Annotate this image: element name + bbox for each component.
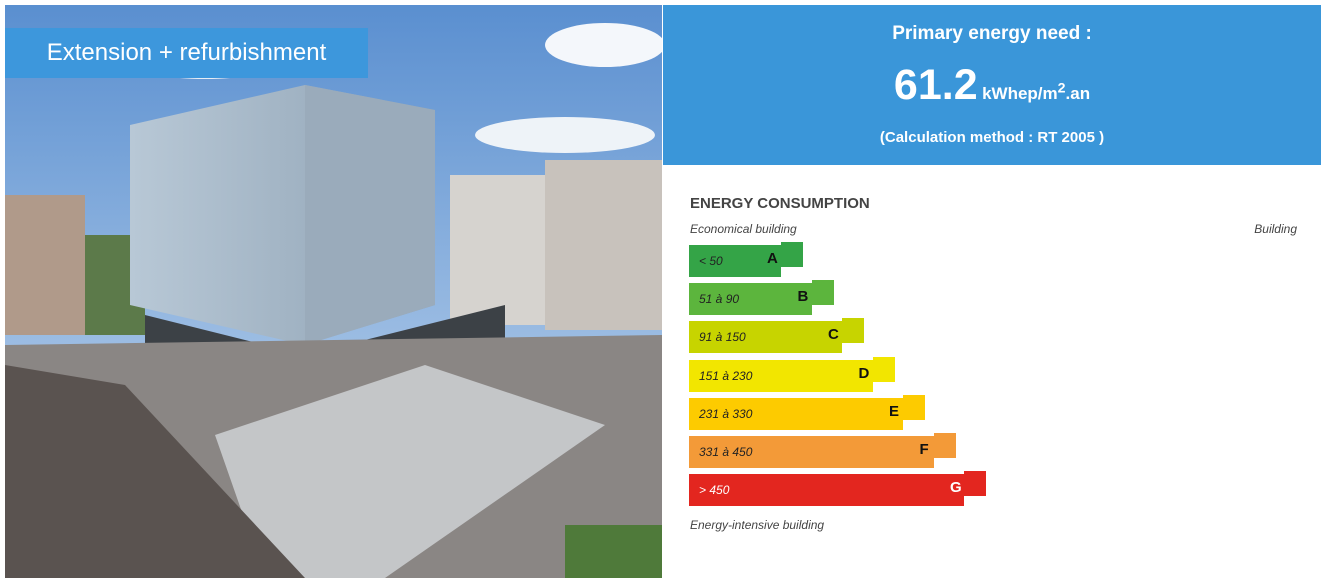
economical-label: Economical building [690, 222, 797, 236]
energy-class-bar: < 50 A [689, 245, 781, 277]
energy-class-bar: > 450 G [689, 474, 964, 506]
energy-need-value: 61.2 [894, 61, 978, 109]
energy-class-bar: 231 à 330 E [689, 398, 903, 430]
page: Extension + refurbishment Primary energy… [0, 0, 1321, 578]
unit-tail: .an [1066, 84, 1091, 103]
class-range: 51 à 90 [699, 292, 739, 306]
bar-tip [812, 280, 834, 305]
class-letter: C [828, 326, 839, 343]
class-range: < 50 [699, 254, 723, 268]
unit-sup: 2 [1058, 80, 1066, 96]
class-range: 231 à 330 [699, 407, 752, 421]
bar-tip [873, 357, 895, 382]
class-letter: A [767, 250, 778, 267]
unit-base: kWhep/m [982, 84, 1058, 103]
intensive-label: Energy-intensive building [690, 518, 824, 532]
bar-tip [903, 395, 925, 420]
energy-class-bar: 331 à 450 F [689, 436, 934, 468]
building-photo [5, 5, 662, 578]
energy-class-bar: 151 à 230 D [689, 360, 873, 392]
energy-class-bar: 51 à 90 B [689, 283, 812, 315]
energy-need-value-row: 61.2 kWhep/m2.an [663, 61, 1321, 110]
energy-class-bar: 91 à 150 C [689, 321, 842, 353]
bar-tip [781, 242, 803, 267]
bar-tip [842, 318, 864, 343]
energy-need-title: Primary energy need : [663, 23, 1321, 45]
bar-tip [964, 471, 986, 496]
class-range: 151 à 230 [699, 369, 752, 383]
class-range: > 450 [699, 483, 729, 497]
energy-need-panel: Primary energy need : 61.2 kWhep/m2.an (… [663, 5, 1321, 165]
class-letter: B [798, 288, 809, 305]
class-range: 331 à 450 [699, 445, 752, 459]
building-label: Building [1254, 222, 1297, 236]
class-range: 91 à 150 [699, 330, 746, 344]
class-letter: D [859, 365, 870, 382]
energy-need-unit: kWhep/m2.an [982, 84, 1090, 103]
consumption-heading: ENERGY CONSUMPTION [690, 195, 870, 212]
photo-caption: Extension + refurbishment [5, 28, 368, 78]
class-letter: G [950, 479, 962, 496]
class-letter: E [889, 403, 899, 420]
class-letter: F [920, 441, 929, 458]
bar-tip [934, 433, 956, 458]
calculation-method: (Calculation method : RT 2005 ) [663, 129, 1321, 146]
